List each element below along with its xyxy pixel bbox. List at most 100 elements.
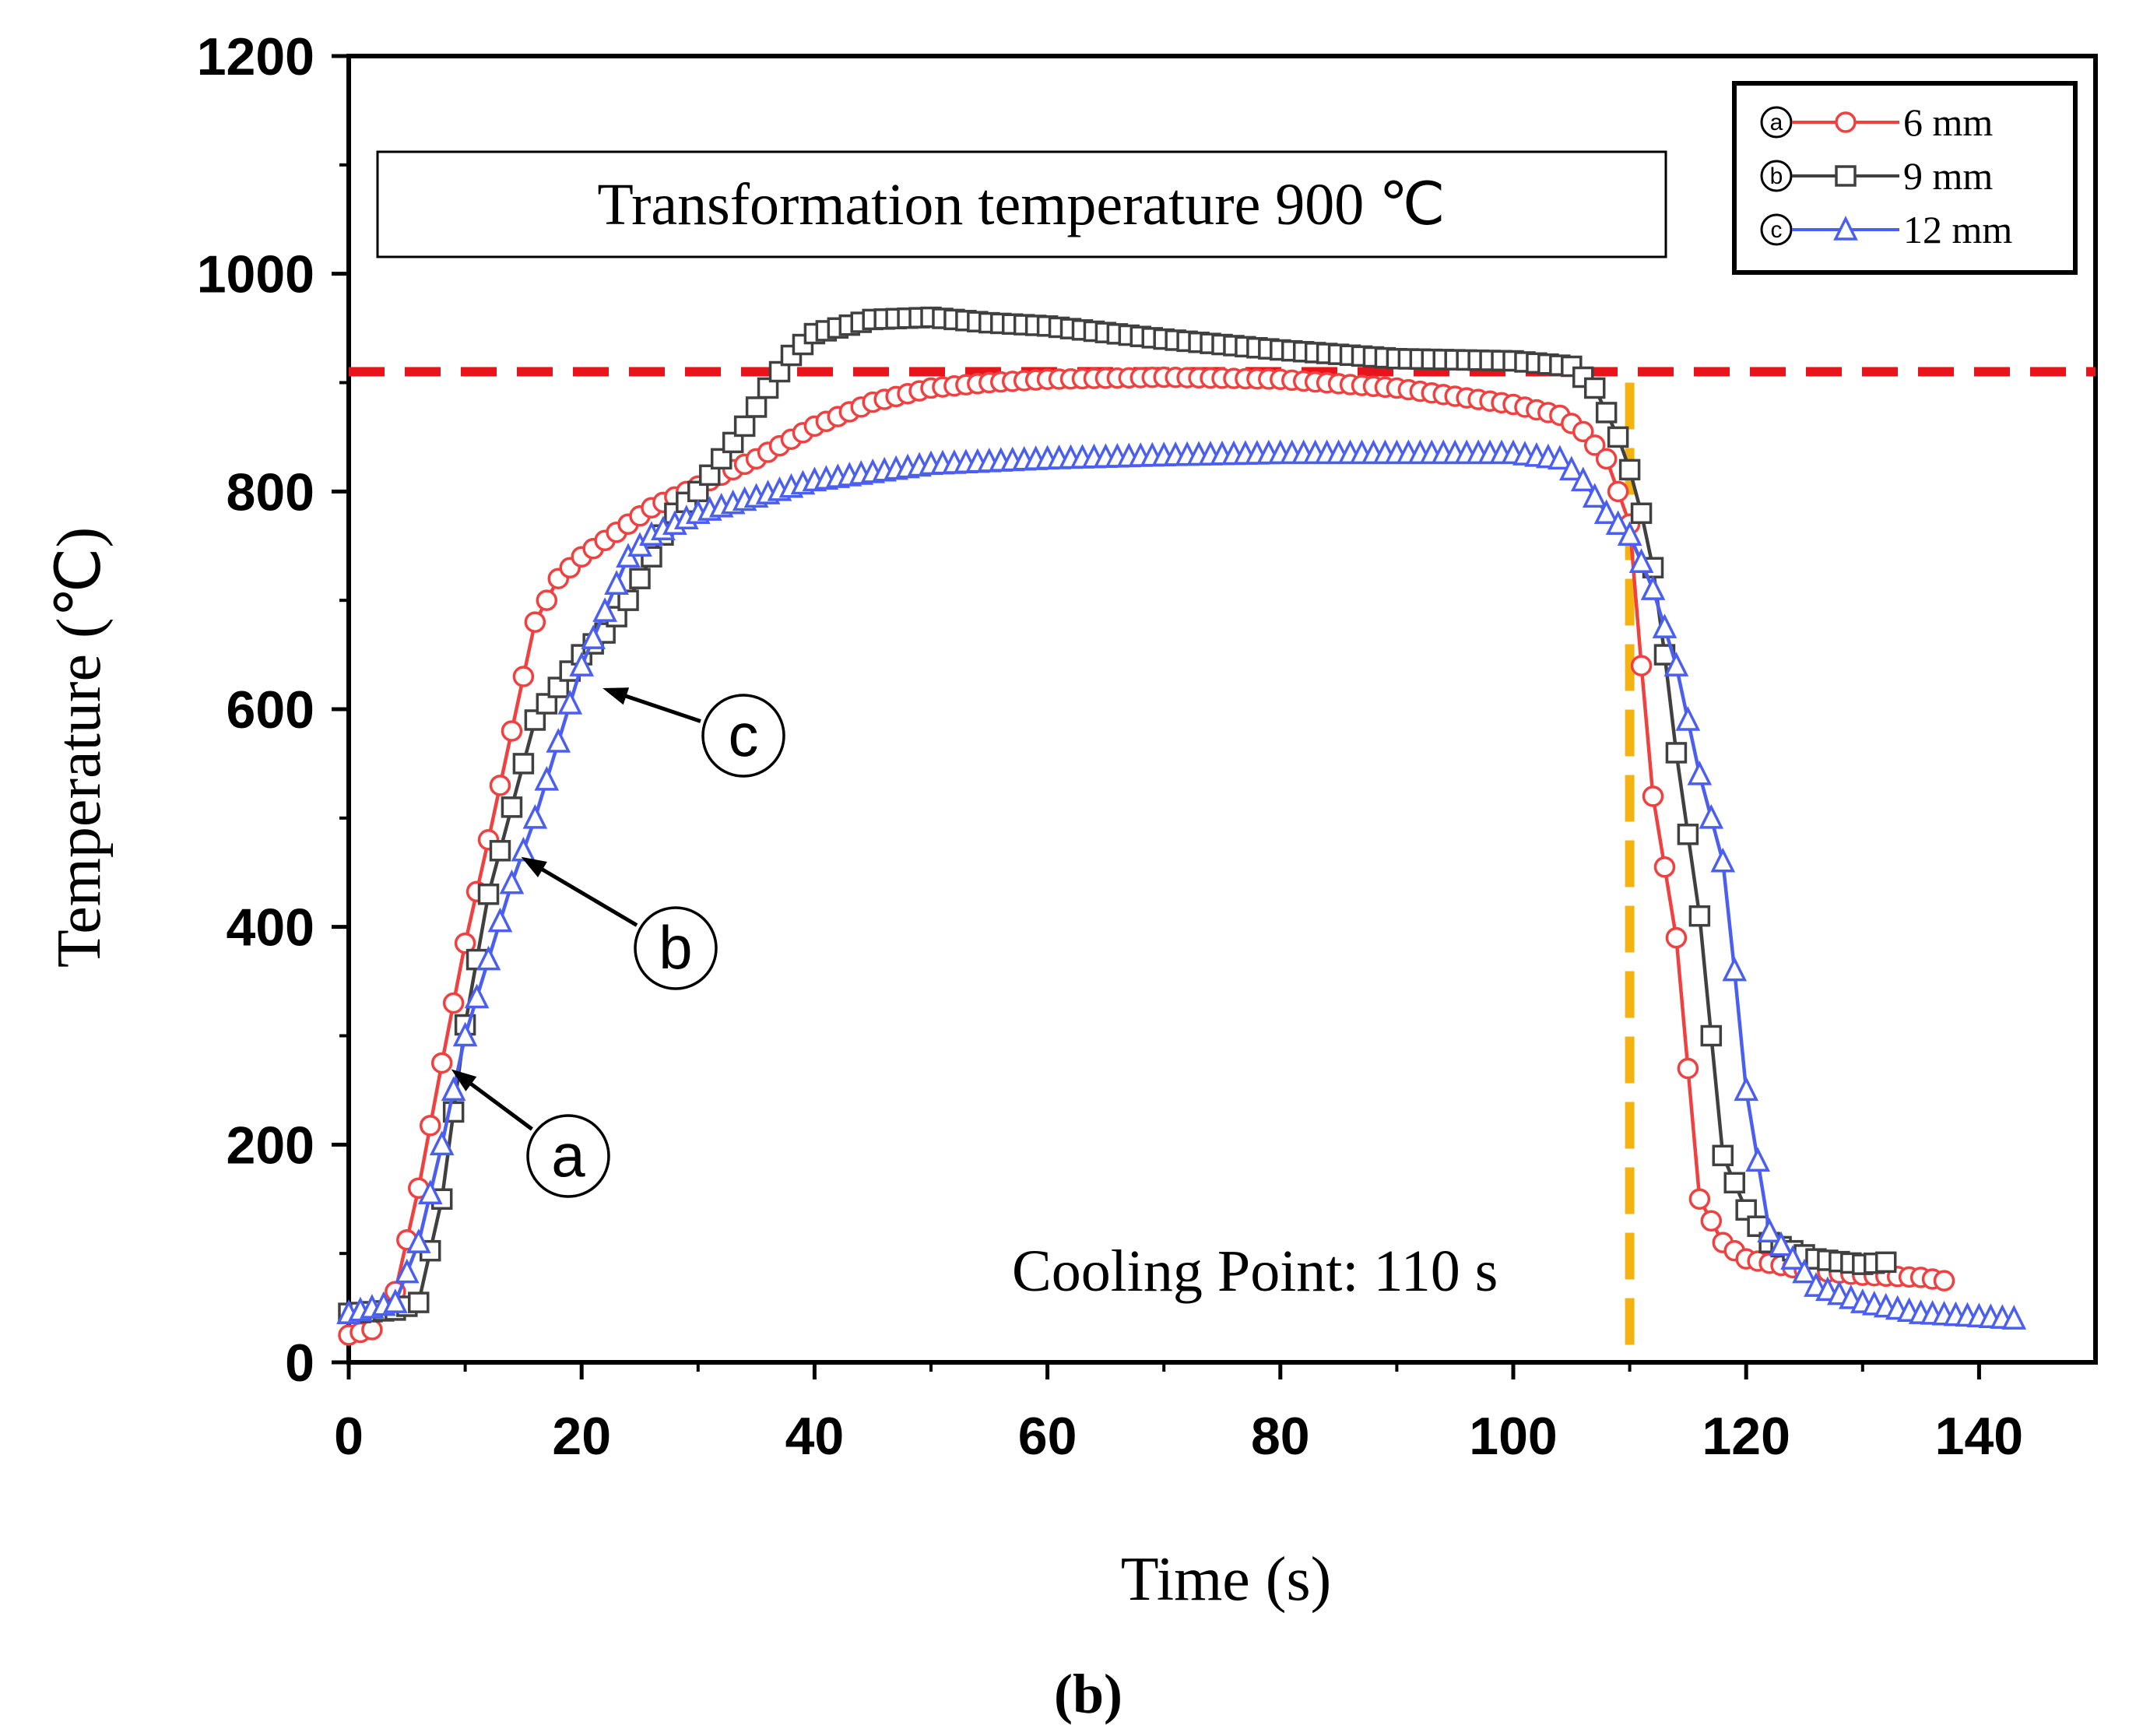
x-tick-label: 20 (552, 1407, 611, 1466)
data-point (522, 803, 548, 829)
data-point (394, 1258, 420, 1284)
data-point (592, 597, 617, 622)
data-point (452, 1021, 478, 1047)
data-point (1593, 499, 1619, 525)
data-point (1595, 402, 1618, 423)
data-point (557, 690, 583, 715)
data-point (1745, 1147, 1770, 1172)
data-point (476, 945, 501, 971)
data-point (1677, 824, 1699, 845)
data-point (1700, 1210, 1723, 1232)
callout-c: c (602, 687, 785, 778)
data-point (722, 431, 744, 454)
data-point (1583, 434, 1606, 456)
x-tick-label: 40 (785, 1407, 845, 1466)
data-point (1699, 803, 1724, 829)
legend-label: 9 mm (1903, 154, 1993, 198)
data-point (464, 983, 490, 1009)
callout-arrowhead (451, 1069, 477, 1091)
data-point (1688, 1188, 1711, 1210)
data-point (501, 796, 523, 818)
x-axis-title: Time (s) (1121, 1545, 1331, 1614)
data-point (383, 1288, 408, 1313)
legend-item: c 12 mm (1760, 208, 2012, 251)
legend-tag-circle (1760, 106, 1793, 139)
y-tick-label: 600 (227, 680, 314, 740)
series-layer (336, 306, 2027, 1346)
legend-item: a 6 mm (1760, 100, 1993, 144)
data-point (1595, 448, 1618, 470)
data-point (1780, 1245, 1805, 1270)
callout-arrowhead (602, 687, 630, 705)
data-point (512, 666, 535, 687)
callout-circle (701, 694, 785, 778)
data-point (536, 589, 558, 611)
data-point (1570, 466, 1596, 492)
data-point (581, 624, 606, 649)
legend-tag: b (1770, 163, 1783, 189)
callout-arrowhead (521, 856, 547, 878)
callout-arrow-line (539, 866, 638, 927)
x-tick-label: 100 (1469, 1407, 1557, 1466)
data-point (406, 1228, 431, 1253)
data-point (489, 840, 511, 862)
legend-tag: a (1770, 110, 1783, 135)
data-point (1572, 420, 1594, 443)
data-point (512, 753, 535, 775)
data-point (417, 1179, 443, 1205)
data-point (477, 883, 500, 905)
callout-a: a (451, 1069, 610, 1198)
data-point (511, 836, 536, 862)
data-point (1712, 1144, 1734, 1167)
legend-item: b 9 mm (1760, 154, 1993, 198)
data-point (1722, 956, 1748, 982)
callout-label: b (659, 913, 692, 982)
data-point (1688, 905, 1711, 927)
data-point (1665, 926, 1688, 949)
callout-label: a (551, 1121, 585, 1190)
data-point (1757, 1218, 1782, 1242)
cooling-point-label: Cooling Point: 110 s (1012, 1239, 1498, 1304)
data-point (1618, 459, 1641, 481)
data-point (780, 344, 803, 367)
data-point (1628, 548, 1654, 573)
y-tick-label: 1000 (197, 245, 314, 304)
data-point (604, 570, 629, 595)
callout-circle (634, 906, 718, 990)
data-point (1710, 847, 1736, 873)
data-point (629, 568, 651, 589)
callouts: a b c (451, 687, 785, 1198)
data-point (1583, 377, 1606, 399)
annotation-box (376, 150, 1667, 258)
y-tick-label: 800 (227, 462, 314, 522)
series-line (348, 452, 2015, 1321)
x-tick-label: 0 (334, 1407, 364, 1466)
data-point (1652, 613, 1678, 638)
data-point (1607, 480, 1629, 503)
data-point (1835, 111, 1857, 133)
data-point (1874, 1251, 1897, 1274)
y-tick-label: 200 (227, 1116, 314, 1175)
data-point (1605, 510, 1631, 536)
data-point (792, 333, 814, 356)
data-point (1642, 785, 1664, 807)
x-tick-label: 120 (1702, 1407, 1790, 1466)
data-point (487, 907, 513, 933)
data-point (546, 728, 571, 753)
data-point (1792, 1258, 1817, 1284)
legend-tag: c (1771, 217, 1783, 243)
data-point (547, 676, 570, 698)
data-point (1677, 1057, 1699, 1080)
y-tick-label: 1200 (197, 27, 314, 86)
data-point (454, 932, 476, 954)
callout-arrow-line (622, 693, 701, 723)
data-point (534, 765, 560, 791)
data-point (757, 377, 779, 399)
x-tick-label: 140 (1935, 1407, 2023, 1466)
data-point (1687, 760, 1713, 785)
data-point (1769, 1231, 1793, 1256)
series-6-mm (338, 366, 1955, 1346)
data-point (441, 1076, 466, 1102)
data-point (1548, 445, 1572, 470)
x-tick-label: 80 (1251, 1407, 1310, 1466)
